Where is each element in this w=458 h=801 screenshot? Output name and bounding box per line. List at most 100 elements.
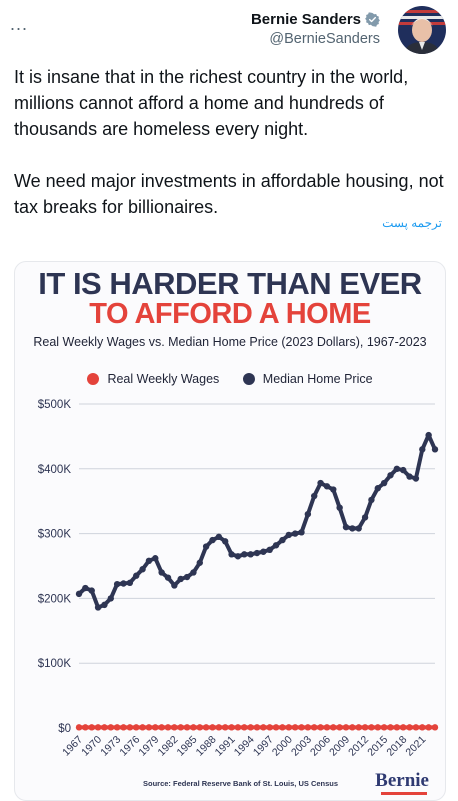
data-point [253, 549, 261, 557]
data-point [419, 724, 426, 731]
chart-title-highlight: TO AFFORD A HOME [89, 298, 371, 330]
data-point [304, 724, 312, 731]
chart-image[interactable]: IT IS HARDER THAN EVER TO AFFORD A HOME … [14, 261, 446, 801]
data-point [304, 510, 312, 518]
data-point [272, 542, 280, 549]
data-point [107, 724, 114, 731]
data-point [368, 496, 375, 504]
data-point [209, 724, 216, 731]
more-options-button[interactable]: ... [10, 14, 29, 34]
data-point [349, 724, 356, 731]
data-point [209, 536, 216, 544]
data-point [133, 724, 140, 731]
data-point [152, 555, 159, 562]
x-tick-label: 1973 [98, 734, 123, 759]
chart-legend: Real Weekly Wages Median Home Price [15, 372, 445, 388]
x-tick-label: 1985 [175, 734, 200, 759]
data-point [285, 724, 292, 731]
data-point [101, 601, 108, 609]
x-tick-label: 1970 [79, 734, 104, 759]
data-point [82, 724, 89, 731]
data-point [406, 724, 413, 731]
x-tick-label: 2006 [308, 734, 333, 759]
data-point [355, 525, 362, 532]
data-point [113, 724, 121, 731]
data-point [171, 724, 178, 731]
data-point [342, 523, 350, 531]
data-point [291, 724, 299, 731]
data-point [336, 724, 343, 731]
author-name[interactable]: Bernie Sanders [250, 11, 361, 28]
x-tick-label: 2021 [403, 734, 428, 759]
data-point [190, 724, 197, 731]
data-point [152, 724, 159, 731]
data-point [260, 724, 267, 731]
verified-badge-icon [365, 12, 380, 27]
data-point [406, 473, 413, 480]
data-point [412, 475, 420, 482]
data-point [145, 557, 153, 565]
x-tick-label: 1997 [251, 734, 276, 759]
data-point [139, 724, 146, 731]
data-point [241, 724, 248, 731]
data-point [126, 724, 134, 731]
data-point [234, 724, 242, 731]
data-point [107, 595, 114, 602]
data-point [215, 724, 223, 731]
data-point [279, 536, 286, 544]
chart-title: IT IS HARDER THAN EVER [38, 266, 422, 301]
data-point [431, 724, 439, 731]
data-point [374, 485, 381, 492]
legend-label-wages: Real Weekly Wages [107, 372, 220, 386]
x-tick-label: 2003 [289, 734, 314, 759]
data-point [183, 724, 191, 731]
data-point [75, 590, 83, 598]
x-tick-label: 2000 [270, 734, 295, 759]
data-point [94, 724, 102, 731]
data-point [164, 574, 172, 581]
data-point [241, 551, 248, 558]
data-point [374, 724, 381, 731]
data-point [126, 579, 134, 587]
x-tick-label: 1979 [136, 734, 161, 759]
x-tick-label: 1991 [213, 734, 238, 759]
x-tick-label: 1967 [60, 734, 85, 759]
author-handle[interactable]: @BernieSanders [269, 31, 380, 47]
data-point [285, 531, 292, 539]
chart-subtitle: Real Weekly Wages vs. Median Home Price … [33, 335, 427, 349]
tweet-text: It is insane that in the richest country… [14, 64, 444, 220]
legend-item-wages: Real Weekly Wages [87, 372, 219, 386]
data-point [330, 486, 337, 493]
data-point [342, 724, 350, 731]
data-point [272, 724, 280, 731]
data-point [222, 538, 229, 545]
y-tick-label: $400K [38, 464, 72, 476]
data-point [431, 446, 439, 453]
brand-logo: Bernie [375, 770, 429, 791]
data-point [317, 479, 324, 487]
data-point [133, 572, 140, 579]
data-point [425, 724, 432, 731]
data-point [145, 724, 153, 731]
data-point [323, 483, 331, 490]
data-point [88, 724, 95, 731]
author-name-row[interactable]: Bernie Sanders [251, 11, 380, 28]
x-tick-label: 2009 [327, 734, 352, 759]
data-point [349, 525, 356, 532]
x-tick-label: 1988 [194, 734, 219, 759]
x-tick-label: 2015 [365, 734, 390, 759]
data-point [266, 724, 273, 731]
tweet-paragraph: It is insane that in the richest country… [14, 67, 409, 139]
data-point [120, 724, 127, 731]
legend-item-home-price: Median Home Price [242, 372, 373, 386]
data-point [298, 724, 305, 731]
data-point [387, 472, 394, 479]
x-tick-label: 2012 [346, 734, 371, 759]
y-tick-label: $200K [38, 593, 72, 605]
data-point [400, 466, 407, 474]
line-chart: $0$100K$200K$300K$400K$500K1967197019731… [38, 399, 439, 759]
translate-post-link[interactable]: ترجمه پست [382, 216, 442, 230]
y-tick-label: $500K [38, 399, 72, 411]
data-point [380, 479, 388, 487]
avatar[interactable] [398, 6, 446, 54]
